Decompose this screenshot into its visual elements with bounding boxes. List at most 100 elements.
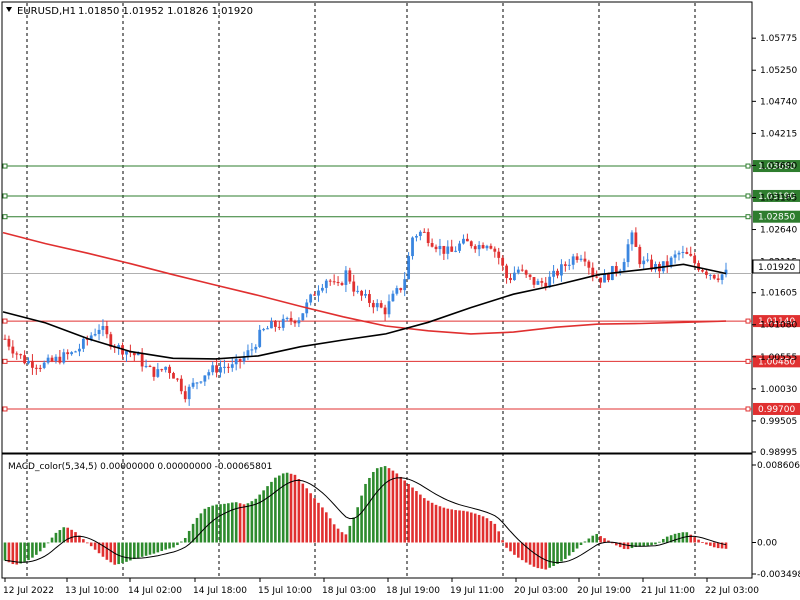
macd-bar (266, 486, 269, 543)
chart-menu-triangle-icon[interactable] (6, 7, 12, 12)
time-tick-label: 18 Jul 19:00 (386, 586, 440, 596)
candle-body (716, 278, 720, 280)
macd-bar (720, 542, 724, 549)
candle-body (15, 353, 19, 355)
macd-bar (575, 542, 579, 549)
macd-bar (46, 542, 50, 544)
macd-bar (183, 537, 187, 543)
candle-body (434, 246, 438, 250)
candle-body (685, 251, 689, 254)
candle-body (411, 237, 414, 257)
candle-body (313, 294, 316, 296)
candle-body (38, 367, 42, 369)
macd-bar (513, 542, 516, 555)
candle-body (642, 260, 646, 265)
level-price-label: 1.03190 (758, 192, 795, 202)
macd-bar (356, 507, 359, 543)
price-tick-label: 0.98995 (760, 448, 797, 458)
macd-bar (375, 468, 379, 543)
candle-body (442, 245, 446, 254)
candle-body (712, 274, 716, 279)
macd-bar (567, 542, 571, 556)
macd-bar (481, 516, 485, 543)
macd-signal-line (4, 477, 727, 564)
level-handle[interactable] (2, 193, 8, 199)
candle-body (528, 274, 532, 278)
level-handle[interactable] (2, 163, 8, 169)
macd-bar (701, 542, 704, 543)
macd-bar (285, 472, 289, 543)
candle-body (375, 303, 379, 308)
macd-bar (317, 502, 320, 543)
candle-body (493, 248, 497, 252)
level-handle[interactable] (745, 358, 751, 364)
macd-bar (724, 542, 728, 549)
macd-bar (466, 511, 469, 543)
level-handle[interactable] (2, 214, 8, 220)
current-price-value: 1.01920 (758, 263, 795, 273)
macd-tick-label: -0.0034980 (757, 570, 800, 580)
macd-bar (332, 524, 336, 543)
candle-body (97, 329, 101, 335)
candle-body (465, 238, 469, 242)
price-tick-label: 1.04740 (760, 97, 797, 107)
candle-body (379, 303, 383, 308)
candle-body (74, 351, 77, 353)
macd-bar (19, 542, 22, 564)
candle-body (309, 294, 313, 303)
candle-body (630, 232, 634, 245)
candle-body (203, 375, 207, 382)
level-handle[interactable] (2, 318, 8, 324)
macd-bar (15, 542, 19, 565)
macd-bar (74, 532, 77, 543)
macd-bar (305, 488, 309, 543)
time-tick-label: 14 Jul 18:00 (193, 586, 247, 596)
macd-bar (403, 480, 406, 543)
candle-body (673, 254, 677, 258)
candle-body (556, 270, 559, 276)
macd-bar (716, 542, 720, 549)
candle-body (172, 373, 175, 379)
ohlc-values: 1.01850 1.01952 1.01826 1.01920 (78, 6, 253, 17)
macd-bar (125, 542, 128, 562)
level-handle[interactable] (2, 406, 8, 412)
candle-body (481, 244, 485, 249)
macd-indicator-label: MACD_color(5,34,5) 0.00000000 0.00000000… (8, 462, 272, 472)
level-handle[interactable] (745, 406, 751, 412)
horizontal-levels[interactable]: 1.03680 1.03190 1.02850 1.01140 1.00480 0.997… (2, 160, 800, 415)
candle-body (360, 290, 363, 296)
level-handle[interactable] (745, 318, 751, 324)
macd-bar (148, 542, 152, 555)
level-handle[interactable] (745, 193, 751, 199)
level-price-label: 0.99700 (758, 405, 795, 415)
candle-body (93, 334, 97, 336)
macd-bar (313, 498, 316, 543)
macd-bar (35, 542, 38, 555)
macd-bar (422, 498, 426, 543)
time-tick-label: 22 Jul 03:00 (705, 586, 759, 596)
time-tick-label: 20 Jul 03:00 (514, 586, 568, 596)
candle-body (246, 350, 250, 357)
macd-bar (532, 542, 536, 567)
candle-body (614, 266, 618, 272)
level-handle[interactable] (745, 163, 751, 169)
macd-bar (199, 513, 203, 543)
level-handle[interactable] (2, 358, 8, 364)
macd-bar (591, 535, 595, 543)
macd-bar (172, 542, 175, 548)
macd-bar (709, 542, 712, 546)
candle-body (160, 369, 164, 371)
macd-bar (62, 527, 66, 543)
candle-body (669, 257, 673, 266)
macd-bar (387, 468, 391, 543)
level-price-label: 1.01140 (758, 317, 795, 327)
level-handle[interactable] (745, 214, 751, 220)
macd-bar (520, 542, 524, 561)
candle-body (446, 246, 450, 254)
macd-bar (215, 504, 218, 543)
candle-body (458, 243, 461, 251)
candle-body (681, 251, 685, 253)
macd-bar (552, 542, 555, 566)
